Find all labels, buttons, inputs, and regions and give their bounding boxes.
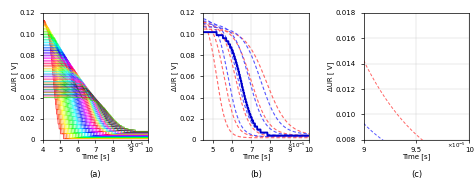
Title: (b): (b) [250,170,262,179]
Text: $\times10^{-5}$: $\times10^{-5}$ [287,141,306,150]
Y-axis label: ΔUR [ V]: ΔUR [ V] [328,62,334,91]
Y-axis label: ΔUR [ V]: ΔUR [ V] [172,62,178,91]
Title: (c): (c) [411,170,422,179]
Title: (a): (a) [90,170,101,179]
X-axis label: Time [s]: Time [s] [242,153,270,160]
Text: $\times10^{-5}$: $\times10^{-5}$ [447,141,466,150]
X-axis label: Time [s]: Time [s] [81,153,109,160]
Y-axis label: ΔUR [ V]: ΔUR [ V] [11,62,18,91]
X-axis label: Time [s]: Time [s] [402,153,431,160]
Text: $\times10^{-5}$: $\times10^{-5}$ [126,141,145,150]
